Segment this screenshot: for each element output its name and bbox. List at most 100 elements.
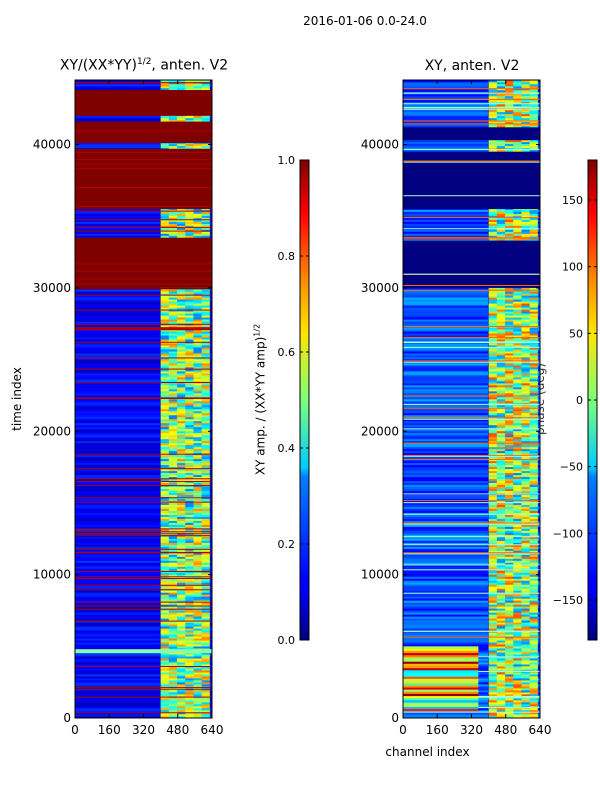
heatmap-cell-1 <box>537 542 540 545</box>
heatmap-cell-0 <box>201 518 211 521</box>
heatmap-cell-0 <box>193 442 202 446</box>
heatmap-cell-1 <box>513 399 522 402</box>
heatmap-cell-0 <box>168 656 178 659</box>
heatmap-cell-1 <box>521 149 530 153</box>
heatmap-cell-0 <box>160 315 170 318</box>
heatmap-row-1 <box>403 616 488 619</box>
heatmap-cell-0 <box>193 556 202 559</box>
heatmap-cell-0 <box>185 395 194 398</box>
heatmap-cell-1 <box>521 367 530 370</box>
heatmap-cell-0 <box>201 412 211 416</box>
heatmap-cell-1 <box>505 602 514 605</box>
heatmap-cell-1 <box>537 450 540 454</box>
heatmap-cell-1 <box>505 478 514 482</box>
heatmap-cell-1 <box>505 614 514 617</box>
heatmap-cell-0 <box>201 325 211 328</box>
heatmap-cell-0 <box>209 478 212 482</box>
heatmap-cell-0 <box>160 592 170 595</box>
heatmap-cell-0 <box>160 586 170 589</box>
heatmap-cell-0 <box>177 448 186 452</box>
heatmap-cell-1 <box>488 303 498 306</box>
heatmap-cell-0 <box>168 339 178 342</box>
heatmap-cell-0 <box>201 436 211 440</box>
heatmap-cell-0 <box>201 87 211 91</box>
heatmap-row-1 <box>403 562 488 565</box>
heatmap-cell-1 <box>529 554 539 557</box>
heatmap-row-1 <box>403 558 488 561</box>
heatmap-cell-0 <box>177 694 186 697</box>
heatmap-cell-0 <box>193 540 202 543</box>
heatmap-row-0 <box>75 666 160 669</box>
heatmap-row-1 <box>403 714 488 717</box>
heatmap-cell-0 <box>160 227 170 230</box>
heatmap-row-0 <box>75 418 160 422</box>
heatmap-cell-1 <box>488 307 498 310</box>
heatmap-cell-0 <box>168 658 178 661</box>
heatmap-cell-1 <box>529 365 539 368</box>
heatmap-cell-1 <box>513 690 522 693</box>
heatmap-cell-1 <box>521 502 530 505</box>
heatmap-row-0 <box>75 231 160 234</box>
heatmap-cell-0 <box>193 468 202 472</box>
heatmap-cell-0 <box>177 460 186 464</box>
heatmap-cell-0 <box>160 85 170 89</box>
heatmap-cell-1 <box>529 408 539 412</box>
heatmap-cell-1 <box>505 317 514 320</box>
heatmap-cell-1 <box>496 307 506 310</box>
heatmap-cell-1 <box>505 424 514 428</box>
heatmap-cell-0 <box>177 554 186 557</box>
heatmap-cell-1 <box>488 572 498 575</box>
heatmap-cell-0 <box>201 387 211 390</box>
heatmap-cell-1 <box>505 149 514 153</box>
heatmap-cell-0 <box>201 420 211 424</box>
heatmap-cell-0 <box>201 355 211 358</box>
heatmap-cell-0 <box>177 329 186 332</box>
heatmap-cell-0 <box>201 522 211 525</box>
heatmap-cell-0 <box>177 311 186 314</box>
heatmap-cell-0 <box>209 438 212 442</box>
heatmap-row-1 <box>403 375 488 378</box>
heatmap-cell-1 <box>505 371 514 374</box>
heatmap-cell-0 <box>168 213 178 216</box>
heatmap-cell-0 <box>209 672 212 675</box>
heatmap-cell-0 <box>168 408 178 412</box>
heatmap-cell-1 <box>488 399 498 402</box>
heatmap-cell-1 <box>529 426 539 430</box>
heatmap-cell-0 <box>160 634 170 637</box>
heatmap-cell-1 <box>505 339 514 342</box>
heatmap-cell-1 <box>505 618 514 621</box>
heatmap-cell-1 <box>521 478 530 482</box>
heatmap-row-1 <box>403 424 488 428</box>
heatmap-line-0 <box>75 608 212 610</box>
heatmap-line-0 <box>75 270 212 272</box>
heatmap-cell-0 <box>168 223 178 226</box>
heatmap-cell-1 <box>505 305 514 308</box>
heatmap-cell-0 <box>168 343 178 346</box>
heatmap-cell-0 <box>201 80 211 83</box>
heatmap-cell-1 <box>513 430 522 434</box>
heatmap-cell-1 <box>496 574 506 577</box>
heatmap-cell-1 <box>537 508 540 511</box>
heatmap-cell-1 <box>529 213 539 216</box>
heatmap-cell-1 <box>488 470 498 474</box>
heatmap-cell-0 <box>201 674 211 677</box>
heatmap-row-0 <box>75 440 160 444</box>
heatmap-row-1 <box>403 518 488 521</box>
heatmap-cell-0 <box>177 700 186 703</box>
heatmap-row-0 <box>75 351 160 354</box>
heatmap-cell-0 <box>168 622 178 625</box>
heatmap-cell-0 <box>168 448 178 452</box>
heatmap-cell-0 <box>185 610 194 613</box>
heatmap-cell-1 <box>521 634 530 637</box>
heatmap-cell-0 <box>177 616 186 619</box>
heatmap-cell-0 <box>193 464 202 468</box>
heatmap-cell-0 <box>209 395 212 398</box>
heatmap-cell-0 <box>209 303 212 306</box>
heatmap-cell-0 <box>201 215 211 218</box>
heatmap-cell-1 <box>529 658 539 661</box>
heatmap-line-0 <box>75 620 212 622</box>
heatmap-cell-0 <box>160 476 170 480</box>
heatmap-cell-0 <box>209 418 212 422</box>
heatmap-cell-1 <box>537 235 540 238</box>
heatmap-cell-0 <box>177 371 186 374</box>
